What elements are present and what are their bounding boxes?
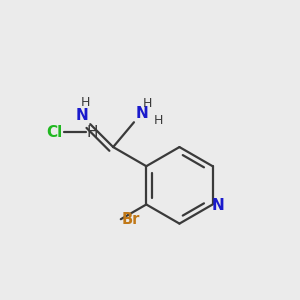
Text: H: H [86, 125, 98, 140]
Text: H: H [154, 114, 164, 127]
Text: N: N [76, 108, 89, 123]
Text: Cl: Cl [46, 125, 62, 140]
Text: H: H [81, 96, 91, 109]
Text: H: H [142, 97, 152, 110]
Text: N: N [212, 198, 224, 213]
Text: Br: Br [122, 212, 140, 227]
Text: N: N [135, 106, 148, 121]
